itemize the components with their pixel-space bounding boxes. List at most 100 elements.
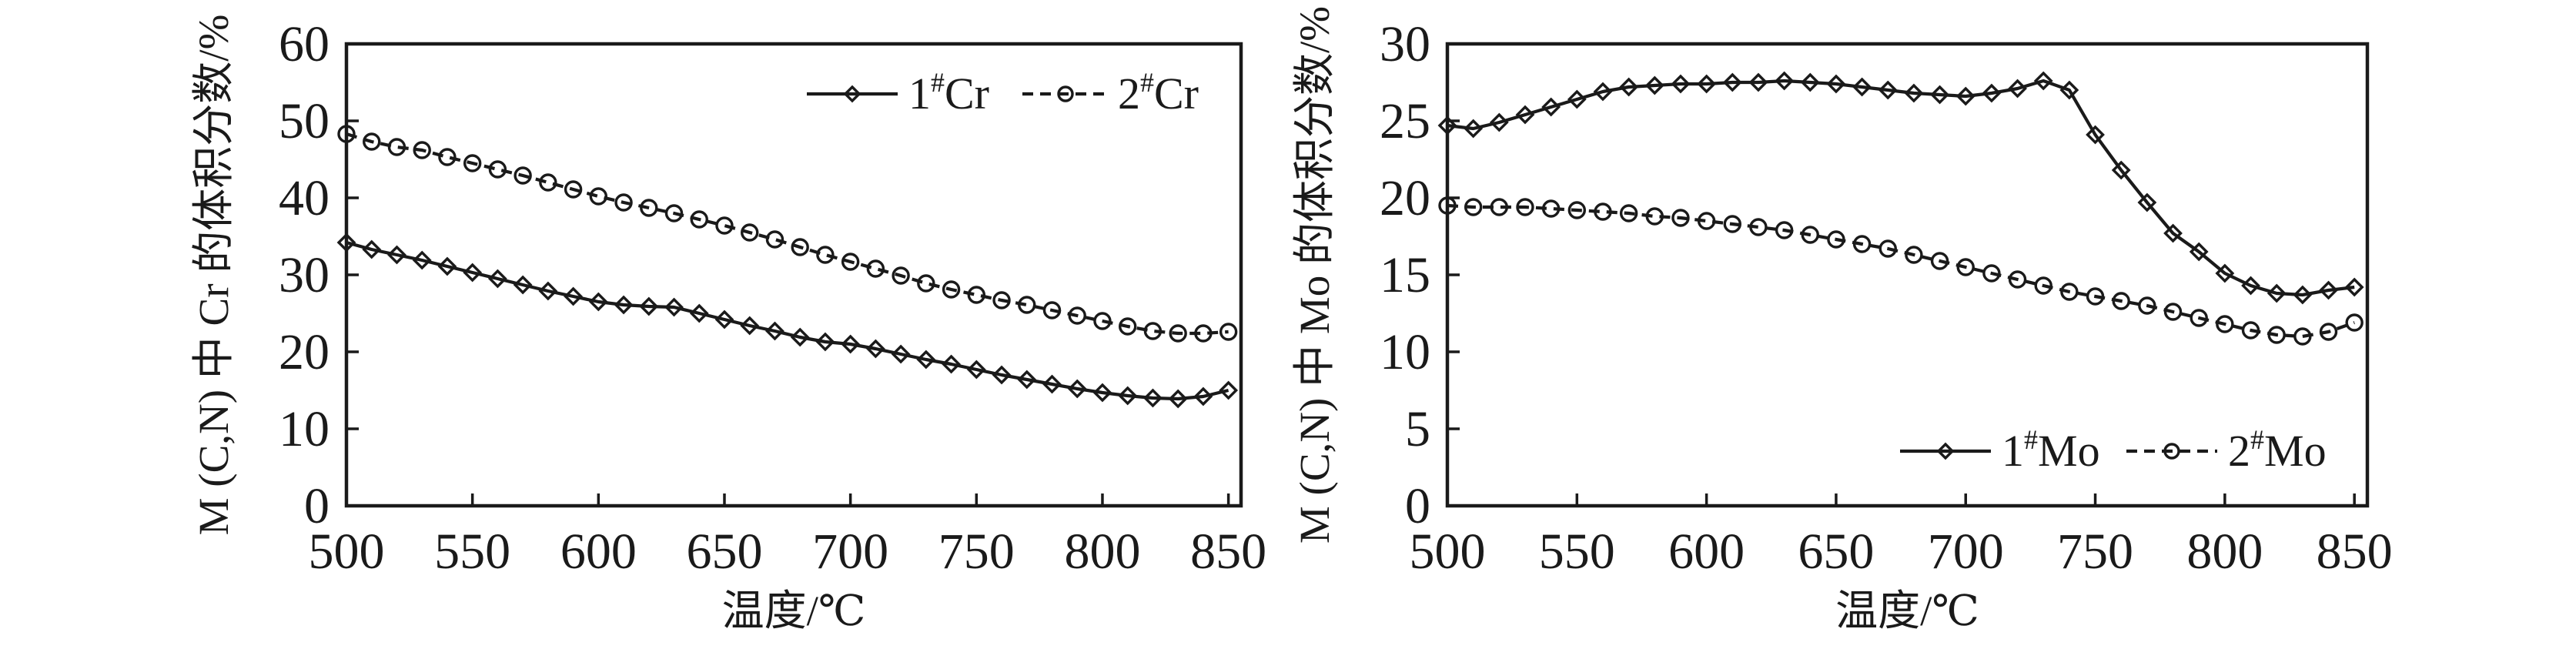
x-tick-label: 800 — [1064, 524, 1140, 580]
circle-marker — [1852, 235, 1872, 253]
y-tick-label: 30 — [1380, 16, 1430, 72]
circle-marker — [488, 160, 507, 179]
legend-label: 1#Cr — [908, 67, 989, 119]
circle-marker — [1169, 324, 1187, 343]
diamond-marker — [891, 344, 911, 364]
x-tick-label: 650 — [1798, 524, 1874, 580]
mo-chart-series-2Mo-markers — [1438, 196, 2364, 346]
circle-marker — [1982, 264, 2001, 283]
circle-marker — [1219, 323, 1238, 341]
y-tick-label: 0 — [304, 478, 330, 534]
x-tick-label: 550 — [1539, 524, 1615, 580]
diamond-marker — [1904, 83, 1924, 103]
diamond-marker — [1619, 77, 1639, 97]
x-tick-label: 750 — [938, 524, 1015, 580]
y-axis-title: M (C,N) 中 Mo 的体积分数/% — [1291, 6, 1338, 544]
diamond-marker — [2086, 125, 2105, 145]
diamond-marker — [1722, 72, 1742, 92]
circle-marker — [2163, 443, 2180, 460]
y-tick-label: 50 — [279, 93, 330, 149]
diamond-marker — [740, 316, 760, 336]
diamond-marker — [865, 339, 885, 359]
mo-chart-series-1Mo-line — [1447, 79, 2355, 297]
diamond-marker — [2033, 71, 2053, 91]
circle-marker — [1827, 230, 1845, 249]
diamond-marker — [1118, 386, 1138, 406]
diamond-marker — [487, 269, 507, 289]
circle-marker — [337, 125, 356, 143]
circle-marker — [413, 141, 431, 159]
circle-marker — [1956, 258, 1975, 276]
diamond-marker — [463, 263, 483, 283]
circle-marker — [1057, 85, 1074, 102]
x-tick-label: 600 — [1668, 524, 1745, 580]
circle-marker — [1194, 324, 1213, 343]
circle-marker — [2112, 292, 2130, 310]
x-tick-label: 700 — [1928, 524, 2004, 580]
circle-marker — [1541, 199, 1561, 218]
circle-marker — [664, 204, 684, 222]
circle-marker — [942, 280, 961, 299]
x-tick-label: 550 — [434, 524, 510, 580]
legend-item-1Cr: 1#Cr — [807, 67, 989, 119]
diamond-marker — [1982, 83, 2002, 103]
diamond-marker — [1515, 105, 1535, 125]
circle-marker — [2190, 309, 2208, 327]
circle-marker — [1594, 202, 1612, 221]
circle-marker — [1671, 209, 1690, 227]
cr-chart-series-1Cr-line — [346, 240, 1229, 401]
circle-marker — [1878, 239, 1897, 258]
circle-marker — [1801, 226, 1819, 244]
diamond-marker — [1697, 74, 1717, 94]
diamond-marker — [1930, 85, 1949, 105]
y-tick-label: 60 — [279, 16, 330, 72]
circle-marker — [917, 274, 935, 293]
circle-marker — [791, 238, 809, 256]
x-tick-label: 500 — [309, 524, 385, 580]
diamond-marker — [2059, 80, 2079, 100]
diamond-marker — [1567, 89, 1587, 109]
y-tick-label: 30 — [279, 247, 330, 303]
circle-marker — [866, 259, 885, 278]
x-tick-label: 800 — [2186, 524, 2263, 580]
diamond-marker — [2008, 79, 2027, 99]
legend-item-2Cr: 2#Cr — [1022, 67, 1199, 119]
circle-marker — [2086, 287, 2105, 306]
cr-chart-series-2Cr-markers — [337, 125, 1238, 343]
circle-marker — [539, 173, 557, 192]
circle-marker — [589, 187, 608, 206]
circle-marker — [690, 210, 708, 229]
diamond-marker — [538, 281, 558, 301]
diamond-marker — [1219, 380, 1239, 400]
legend-item-1Mo: 1#Mo — [1900, 424, 2100, 476]
mo-chart-series-2Mo-line — [1447, 203, 2355, 339]
circle-marker — [438, 148, 457, 166]
circle-marker — [2216, 315, 2234, 333]
circle-marker — [2034, 276, 2052, 295]
diamond-marker — [1092, 383, 1112, 403]
circle-marker — [2267, 326, 2286, 344]
circle-marker — [1068, 306, 1086, 325]
y-tick-label: 40 — [279, 170, 330, 226]
diamond-marker — [588, 292, 608, 312]
circle-marker — [387, 138, 406, 156]
diamond-marker — [1464, 119, 1484, 139]
circle-marker — [1464, 198, 1483, 216]
diamond-marker — [1671, 74, 1691, 94]
diamond-marker — [815, 332, 835, 352]
x-tick-label: 500 — [1410, 524, 1486, 580]
legend-label: 1#Mo — [2002, 424, 2100, 476]
circle-marker — [741, 223, 759, 242]
x-tick-label: 850 — [2317, 524, 2393, 580]
circle-marker — [2060, 283, 2079, 301]
diamond-marker — [2344, 277, 2364, 297]
circle-marker — [2008, 270, 2027, 289]
diamond-marker — [1748, 72, 1768, 92]
diamond-marker — [2241, 276, 2260, 296]
legend-label: 2#Mo — [2228, 424, 2327, 476]
diamond-marker — [2319, 280, 2338, 300]
diamond-marker — [1489, 112, 1509, 132]
cr-chart-legend: 1#Cr 2#Cr — [807, 67, 1199, 119]
mo-chart-series-1Mo-markers — [1437, 71, 2364, 305]
y-tick-label: 25 — [1380, 93, 1430, 149]
